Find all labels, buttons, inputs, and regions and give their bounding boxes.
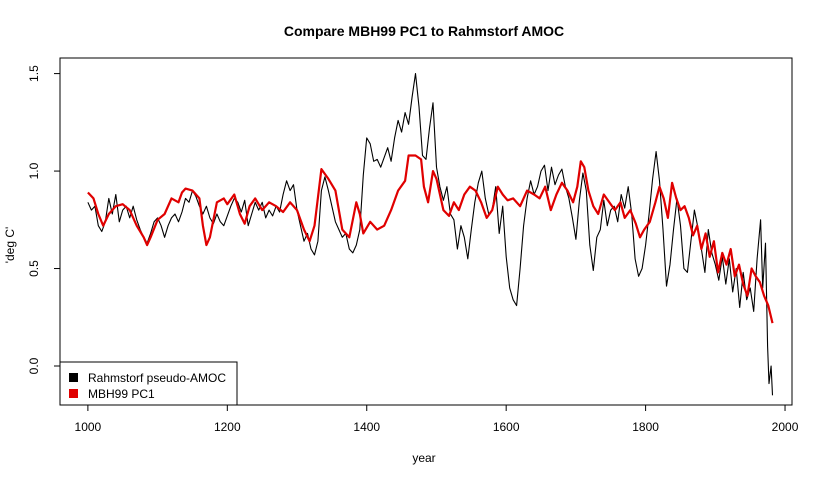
y-tick-label: 1.5 xyxy=(27,65,41,82)
legend-label-rahmstorf: Rahmstorf pseudo-AMOC xyxy=(88,371,226,385)
x-axis: 1000 1200 1400 1600 1800 2000 xyxy=(75,404,799,434)
x-tick-label: 1400 xyxy=(353,420,380,434)
chart-title: Compare MBH99 PC1 to Rahmstorf AMOC xyxy=(284,23,564,39)
x-tick-label: 1600 xyxy=(493,420,520,434)
y-tick-label: 0.0 xyxy=(27,357,41,374)
x-tick-label: 2000 xyxy=(772,420,799,434)
x-tick-label: 1800 xyxy=(632,420,659,434)
legend-box xyxy=(59,361,238,406)
legend-label-mbh99: MBH99 PC1 xyxy=(88,387,155,401)
legend: Rahmstorf pseudo-AMOC MBH99 PC1 xyxy=(59,361,238,406)
x-tick-label: 1000 xyxy=(75,420,102,434)
y-axis-label: 'deg C' xyxy=(3,227,17,264)
legend-swatch-rahmstorf xyxy=(69,373,78,382)
series-line-mbh99-pc1 xyxy=(87,154,774,324)
y-axis: 0.0 0.5 1.0 1.5 xyxy=(27,65,61,374)
x-tick-label: 1200 xyxy=(214,420,241,434)
plot-area xyxy=(59,57,793,406)
y-tick-label: 1.0 xyxy=(27,162,41,179)
y-tick-label: 0.5 xyxy=(27,260,41,277)
series-line-rahmstorf-pseudo-amoc xyxy=(87,73,774,396)
series-layer xyxy=(87,73,774,396)
x-axis-label: year xyxy=(412,451,435,465)
legend-swatch-mbh99 xyxy=(69,389,78,398)
